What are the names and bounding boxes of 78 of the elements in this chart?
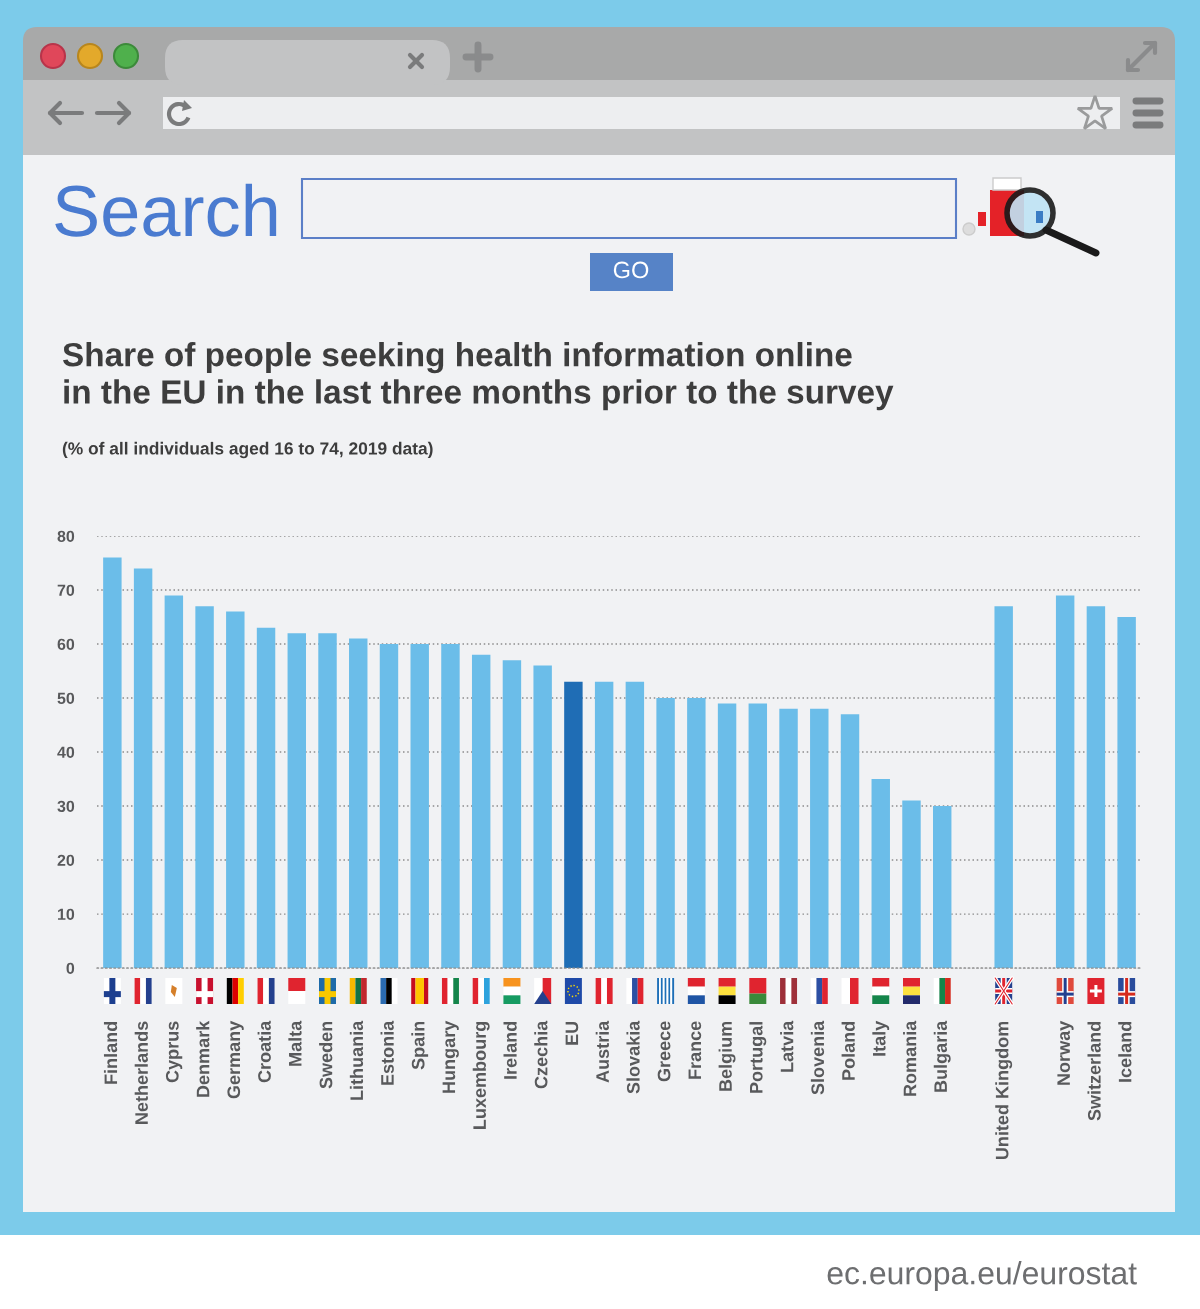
x-tick-label: Portugal <box>749 1022 767 1093</box>
bar <box>840 714 860 968</box>
x-tick-label: Romania <box>903 1020 917 1096</box>
x-tick-label: Bulgaria <box>933 1020 951 1092</box>
bar <box>1055 595 1075 968</box>
bar <box>226 611 245 968</box>
x-tick-label: Norway <box>1057 1020 1074 1085</box>
x-tick-label: Estonia <box>380 1020 394 1085</box>
x-tick-label: Denmark <box>196 1020 210 1097</box>
bar <box>533 665 552 968</box>
x-tick-label: Iceland <box>1118 1021 1132 1082</box>
x-tick-label: Slovenia <box>810 1020 825 1095</box>
x-tick-label: Switzerland <box>1087 1021 1101 1121</box>
bar <box>103 557 122 968</box>
bar <box>564 681 583 968</box>
y-tick-label: 30 <box>57 800 75 812</box>
bar <box>779 708 798 968</box>
bar <box>256 627 276 968</box>
x-tick-label: Italy <box>872 1020 890 1056</box>
x-tick-label: Croatia <box>257 1020 271 1083</box>
text: Search <box>55 183 277 237</box>
bar <box>133 568 153 968</box>
x-tick-label: France <box>688 1021 702 1079</box>
y-tick-label: 0 <box>66 962 75 974</box>
bar <box>195 606 214 968</box>
bar <box>318 633 337 968</box>
x-tick-label: Ireland <box>503 1021 517 1079</box>
x-tick-label: Austria <box>595 1020 609 1083</box>
y-tick-label: 60 <box>57 638 75 650</box>
x-tick-label: Spain <box>411 1021 429 1070</box>
y-tick-label: 50 <box>57 692 75 704</box>
bar <box>349 638 368 968</box>
text: ec.europa.eu/eurostat <box>827 1261 1137 1291</box>
bar <box>902 800 921 968</box>
x-tick-label: Poland <box>841 1021 855 1080</box>
x-tick-label: Netherlands <box>134 1021 148 1124</box>
y-tick-label: 20 <box>57 854 75 866</box>
x-tick-label: Slovakia <box>626 1020 640 1094</box>
y-tick-label: 80 <box>57 530 75 542</box>
y-tick-label: 10 <box>58 908 75 920</box>
x-tick-label: Malta <box>288 1020 302 1066</box>
bar <box>717 703 737 968</box>
bar <box>810 708 829 968</box>
x-tick-label: United Kingdom <box>995 1021 1013 1160</box>
bar <box>287 633 306 968</box>
chart-subtitle: (% of all individuals aged 16 to 74, 2019 data) <box>62 441 433 459</box>
x-tick-label: Czechia <box>534 1020 548 1089</box>
bar <box>994 606 1013 968</box>
bar <box>933 806 952 968</box>
text: GO <box>613 261 649 279</box>
x-tick-label: Latvia <box>780 1020 794 1072</box>
bar <box>164 595 184 968</box>
x-tick-label: EU <box>565 1021 579 1045</box>
bar <box>471 654 491 968</box>
bar <box>594 681 614 968</box>
x-tick-label: Luxembourg <box>472 1021 490 1129</box>
bar <box>625 681 645 968</box>
x-tick-label: Belgium <box>718 1021 736 1091</box>
chart-title: Share of people seeking health information online in the EU in the last three months prior to the survey <box>62 342 894 411</box>
bar <box>748 703 768 968</box>
bar <box>379 644 399 968</box>
bar <box>1117 617 1136 968</box>
x-tick-label: Greece <box>657 1021 671 1082</box>
bar <box>656 698 675 968</box>
x-tick-label: Sweden <box>319 1021 333 1089</box>
bar <box>871 779 890 968</box>
bar <box>441 644 460 968</box>
x-tick-label: Germany <box>227 1020 244 1099</box>
y-tick-label: 70 <box>57 584 75 596</box>
x-tick-label: Hungary <box>442 1020 459 1093</box>
bar <box>687 698 706 968</box>
y-tick-label: 40 <box>57 746 75 758</box>
x-tick-label: Lithuania <box>349 1020 364 1100</box>
x-tick-label: Finland <box>103 1021 118 1084</box>
x-tick-label: Cyprus <box>165 1021 183 1083</box>
bar <box>1086 606 1106 968</box>
bar <box>410 644 429 968</box>
bar <box>502 660 522 968</box>
